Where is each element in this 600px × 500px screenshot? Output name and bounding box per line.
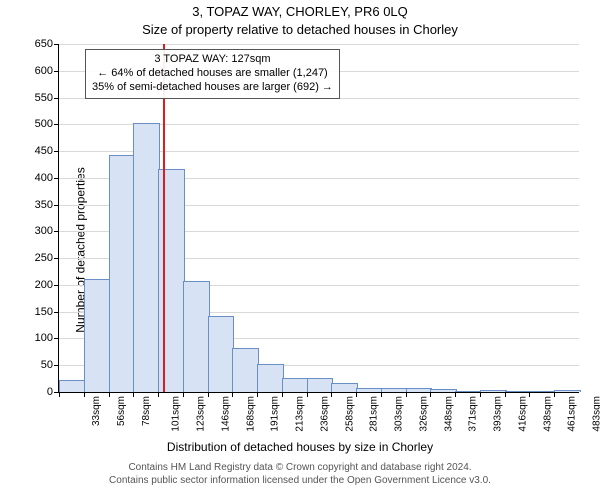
x-tick-mark: [282, 392, 283, 397]
y-tick-label: 450: [35, 145, 59, 157]
chart-title-line2: Size of property relative to detached ho…: [0, 22, 600, 37]
x-tick-label: 461sqm: [565, 396, 578, 432]
x-tick-label: 303sqm: [392, 396, 405, 432]
x-tick-label: 348sqm: [441, 396, 454, 432]
x-tick-label: 168sqm: [243, 396, 256, 432]
annotation-line: ← 64% of detached houses are smaller (1,…: [92, 67, 333, 81]
histogram-bar: [208, 316, 235, 392]
histogram-bar: [356, 388, 383, 392]
y-tick-label: 250: [35, 252, 59, 264]
y-tick-label: 550: [35, 92, 59, 104]
x-tick-mark: [381, 392, 382, 397]
x-tick-label: 483sqm: [590, 396, 600, 432]
x-tick-mark: [307, 392, 308, 397]
histogram-bar: [554, 390, 581, 392]
x-tick-mark: [257, 392, 258, 397]
x-tick-mark: [406, 392, 407, 397]
x-tick-label: 213sqm: [293, 396, 306, 432]
annotation-line: 3 TOPAZ WAY: 127sqm: [92, 53, 333, 67]
x-tick-mark: [356, 392, 357, 397]
x-tick-label: 236sqm: [317, 396, 330, 432]
x-tick-mark: [529, 392, 530, 397]
x-tick-label: 123sqm: [194, 396, 207, 432]
y-tick-label: 500: [35, 118, 59, 130]
footer-line1: Contains HM Land Registry data © Crown c…: [128, 462, 471, 473]
histogram-bar: [406, 388, 433, 392]
gridline-h: [59, 44, 579, 45]
annotation-line: 35% of semi-detached houses are larger (…: [92, 81, 333, 95]
histogram-bar: [133, 123, 160, 392]
histogram-bar: [529, 391, 556, 392]
histogram-bar: [109, 155, 136, 392]
x-tick-label: 371sqm: [466, 396, 479, 432]
x-tick-label: 191sqm: [268, 396, 281, 432]
histogram-bar: [505, 391, 532, 392]
histogram-bar: [183, 281, 210, 392]
x-tick-mark: [133, 392, 134, 397]
x-tick-label: 56sqm: [114, 396, 127, 426]
reference-annotation: 3 TOPAZ WAY: 127sqm← 64% of detached hou…: [85, 49, 340, 99]
x-tick-label: 281sqm: [367, 396, 380, 432]
x-tick-mark: [331, 392, 332, 397]
histogram-bar: [59, 380, 86, 392]
histogram-bar: [257, 364, 284, 392]
x-tick-mark: [554, 392, 555, 397]
x-tick-mark: [84, 392, 85, 397]
footer-line2: Contains public sector information licen…: [109, 475, 491, 486]
x-tick-mark: [183, 392, 184, 397]
histogram-bar: [455, 391, 482, 392]
y-tick-label: 0: [47, 386, 59, 398]
y-tick-label: 600: [35, 65, 59, 77]
x-tick-label: 438sqm: [540, 396, 553, 432]
histogram-bar: [232, 348, 259, 392]
footer-attribution: Contains HM Land Registry data © Crown c…: [0, 462, 600, 487]
plot-area: 0501001502002503003504004505005506006503…: [58, 44, 579, 393]
histogram-bar: [307, 378, 334, 392]
y-tick-label: 350: [35, 199, 59, 211]
x-tick-mark: [158, 392, 159, 397]
histogram-bar: [430, 389, 457, 392]
x-tick-mark: [430, 392, 431, 397]
y-tick-label: 50: [41, 359, 59, 371]
x-tick-label: 416sqm: [516, 396, 529, 432]
x-tick-label: 78sqm: [139, 396, 152, 426]
y-tick-label: 100: [35, 332, 59, 344]
y-tick-label: 150: [35, 306, 59, 318]
histogram-bar: [331, 383, 358, 392]
x-tick-label: 393sqm: [491, 396, 504, 432]
x-tick-mark: [505, 392, 506, 397]
x-axis-label: Distribution of detached houses by size …: [0, 440, 600, 454]
y-tick-label: 200: [35, 279, 59, 291]
histogram-bar: [282, 378, 309, 392]
x-tick-label: 33sqm: [89, 396, 102, 426]
histogram-bar: [381, 388, 408, 392]
x-tick-label: 101sqm: [169, 396, 182, 432]
x-tick-label: 326sqm: [416, 396, 429, 432]
x-tick-mark: [455, 392, 456, 397]
histogram-bar: [84, 279, 111, 392]
y-tick-label: 300: [35, 225, 59, 237]
histogram-bar: [480, 390, 507, 392]
y-tick-label: 400: [35, 172, 59, 184]
x-tick-mark: [59, 392, 60, 397]
x-tick-mark: [232, 392, 233, 397]
x-tick-label: 258sqm: [342, 396, 355, 432]
x-tick-mark: [109, 392, 110, 397]
chart-title-line1: 3, TOPAZ WAY, CHORLEY, PR6 0LQ: [0, 4, 600, 19]
x-tick-label: 146sqm: [218, 396, 231, 432]
x-tick-mark: [480, 392, 481, 397]
y-tick-label: 650: [35, 38, 59, 50]
x-tick-mark: [208, 392, 209, 397]
